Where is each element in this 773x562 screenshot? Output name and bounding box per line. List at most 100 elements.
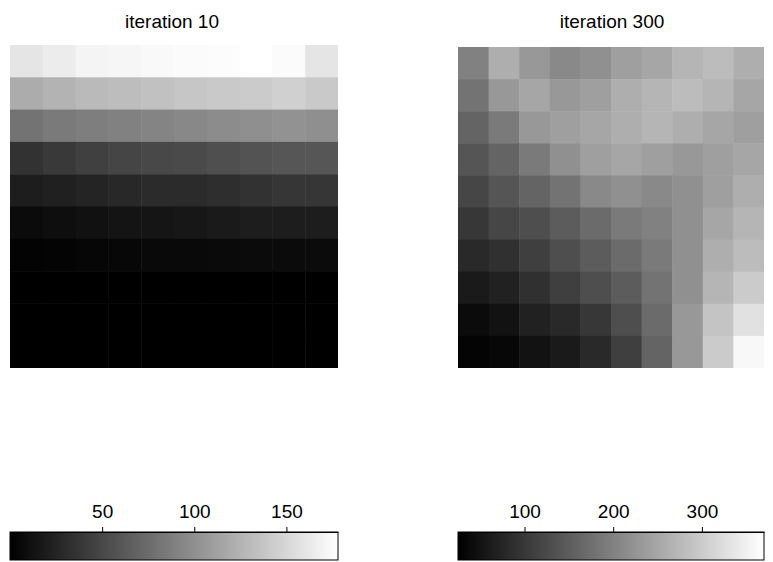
cell bbox=[43, 110, 76, 143]
tick-mark bbox=[286, 527, 287, 532]
cell bbox=[272, 142, 305, 175]
cell bbox=[489, 111, 520, 144]
cell bbox=[550, 111, 581, 144]
cell bbox=[611, 336, 642, 368]
cell bbox=[141, 110, 174, 143]
cell bbox=[207, 142, 240, 175]
cell bbox=[174, 303, 207, 336]
cell bbox=[519, 111, 550, 144]
cell bbox=[519, 175, 550, 208]
cell bbox=[580, 111, 611, 144]
cell bbox=[458, 240, 489, 273]
cell bbox=[733, 47, 764, 80]
cell bbox=[611, 143, 642, 176]
panel: iteration 1050100150 bbox=[10, 11, 339, 560]
tick: 100 bbox=[179, 501, 211, 532]
cell bbox=[141, 45, 174, 78]
cell bbox=[642, 175, 673, 208]
cell bbox=[305, 239, 338, 272]
cell bbox=[108, 303, 141, 336]
cell bbox=[611, 208, 642, 241]
cell bbox=[489, 79, 520, 112]
tick: 300 bbox=[687, 501, 719, 532]
cell bbox=[519, 79, 550, 112]
cell bbox=[305, 271, 338, 304]
panel: iteration 300100200300 bbox=[458, 11, 765, 560]
cell bbox=[272, 271, 305, 304]
cell bbox=[703, 208, 734, 241]
tick-label: 200 bbox=[598, 501, 630, 522]
cell bbox=[108, 239, 141, 272]
cell bbox=[519, 47, 550, 80]
cell bbox=[305, 77, 338, 110]
cell bbox=[305, 207, 338, 240]
cell bbox=[76, 77, 109, 110]
cell bbox=[207, 77, 240, 110]
cell bbox=[76, 207, 109, 240]
figure: iteration 1050100150iteration 3001002003… bbox=[0, 0, 773, 562]
cell bbox=[108, 174, 141, 207]
cell bbox=[519, 272, 550, 305]
cell bbox=[76, 110, 109, 143]
heatmap bbox=[10, 45, 338, 368]
cell bbox=[550, 143, 581, 176]
cell bbox=[672, 175, 703, 208]
cell bbox=[76, 303, 109, 336]
axis-line bbox=[11, 532, 339, 533]
cell bbox=[108, 142, 141, 175]
cell bbox=[207, 45, 240, 78]
cell bbox=[642, 240, 673, 273]
colorbar-axis: 100200300 bbox=[459, 501, 765, 532]
cell bbox=[611, 240, 642, 273]
cell bbox=[272, 45, 305, 78]
cell bbox=[489, 304, 520, 337]
cell bbox=[642, 304, 673, 337]
tick: 50 bbox=[92, 501, 113, 532]
cell bbox=[550, 175, 581, 208]
cell bbox=[672, 336, 703, 368]
cell bbox=[207, 303, 240, 336]
cell bbox=[174, 239, 207, 272]
cell bbox=[76, 271, 109, 304]
cell bbox=[10, 336, 43, 368]
cell bbox=[108, 271, 141, 304]
tick-mark bbox=[702, 527, 703, 532]
cell bbox=[240, 336, 273, 368]
cell bbox=[207, 207, 240, 240]
cell bbox=[458, 111, 489, 144]
cell bbox=[672, 304, 703, 337]
cell bbox=[76, 239, 109, 272]
cell bbox=[10, 207, 43, 240]
cell bbox=[76, 45, 109, 78]
cell bbox=[550, 272, 581, 305]
cell bbox=[43, 336, 76, 368]
cell bbox=[76, 336, 109, 368]
cell bbox=[141, 207, 174, 240]
cell bbox=[272, 207, 305, 240]
cell bbox=[240, 303, 273, 336]
cell bbox=[642, 336, 673, 368]
cell bbox=[489, 143, 520, 176]
cell bbox=[10, 174, 43, 207]
cell bbox=[458, 304, 489, 337]
cell bbox=[733, 79, 764, 112]
cell bbox=[550, 208, 581, 241]
cell bbox=[240, 77, 273, 110]
cell bbox=[519, 240, 550, 273]
cell bbox=[207, 271, 240, 304]
cell bbox=[174, 271, 207, 304]
cell bbox=[108, 336, 141, 368]
cell bbox=[43, 77, 76, 110]
cell bbox=[519, 208, 550, 241]
cell bbox=[76, 142, 109, 175]
cell bbox=[207, 336, 240, 368]
cell bbox=[174, 45, 207, 78]
tick-label: 50 bbox=[92, 501, 113, 522]
cell bbox=[141, 77, 174, 110]
cell bbox=[43, 271, 76, 304]
cell bbox=[174, 207, 207, 240]
cell bbox=[458, 336, 489, 368]
cell bbox=[703, 175, 734, 208]
cell bbox=[703, 304, 734, 337]
cell bbox=[580, 208, 611, 241]
